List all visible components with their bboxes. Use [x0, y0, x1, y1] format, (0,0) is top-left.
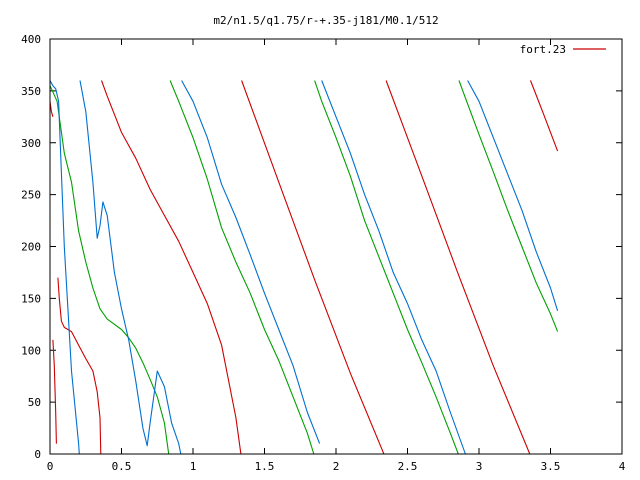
- x-tick-label: 4: [619, 460, 626, 473]
- series-1: [49, 80, 559, 455]
- series-line: [49, 85, 170, 455]
- x-tick-label: 1.5: [255, 460, 275, 473]
- y-tick-label: 200: [21, 241, 41, 254]
- series-line: [385, 80, 531, 455]
- x-tick-label: 1: [190, 460, 197, 473]
- series-line: [314, 80, 459, 455]
- y-tick-label: 300: [21, 137, 41, 150]
- y-tick-label: 350: [21, 85, 41, 98]
- series-line: [79, 80, 182, 455]
- chart-title: m2/n1.5/q1.75/r-+.35-j181/M0.1/512: [213, 14, 438, 27]
- series-line: [52, 339, 57, 444]
- legend-label: fort.23: [520, 43, 566, 56]
- x-tick-label: 2: [333, 460, 340, 473]
- x-tick-label: 3: [476, 460, 483, 473]
- y-tick-label: 50: [28, 396, 41, 409]
- series-line: [181, 80, 321, 444]
- x-tick-label: 0: [47, 460, 54, 473]
- series-3: [49, 80, 559, 455]
- series-2: [49, 80, 559, 455]
- plot-frame: [49, 38, 623, 455]
- series-line: [458, 80, 559, 332]
- x-tick-label: 3.5: [541, 460, 561, 473]
- series-line: [49, 80, 80, 455]
- y-tick-label: 250: [21, 189, 41, 202]
- series-line: [529, 80, 559, 152]
- axis-ticks: 0 0.5 1 1.5 2 2.5 3 3.5 4 0 50 100 150 200 250 300 350 40…: [21, 33, 626, 473]
- series-line: [57, 277, 102, 455]
- y-tick-label: 400: [21, 33, 41, 46]
- series-line: [241, 80, 385, 455]
- y-tick-label: 0: [34, 448, 41, 461]
- series-line: [100, 80, 242, 455]
- data-series: [49, 80, 559, 455]
- y-tick-label: 150: [21, 292, 41, 305]
- x-tick-label: 2.5: [398, 460, 418, 473]
- series-line: [467, 80, 559, 311]
- x-tick-label: 0.5: [112, 460, 132, 473]
- legend: fort.23: [520, 43, 606, 56]
- y-tick-label: 100: [21, 344, 41, 357]
- series-line: [169, 80, 315, 455]
- series-line: [321, 80, 466, 455]
